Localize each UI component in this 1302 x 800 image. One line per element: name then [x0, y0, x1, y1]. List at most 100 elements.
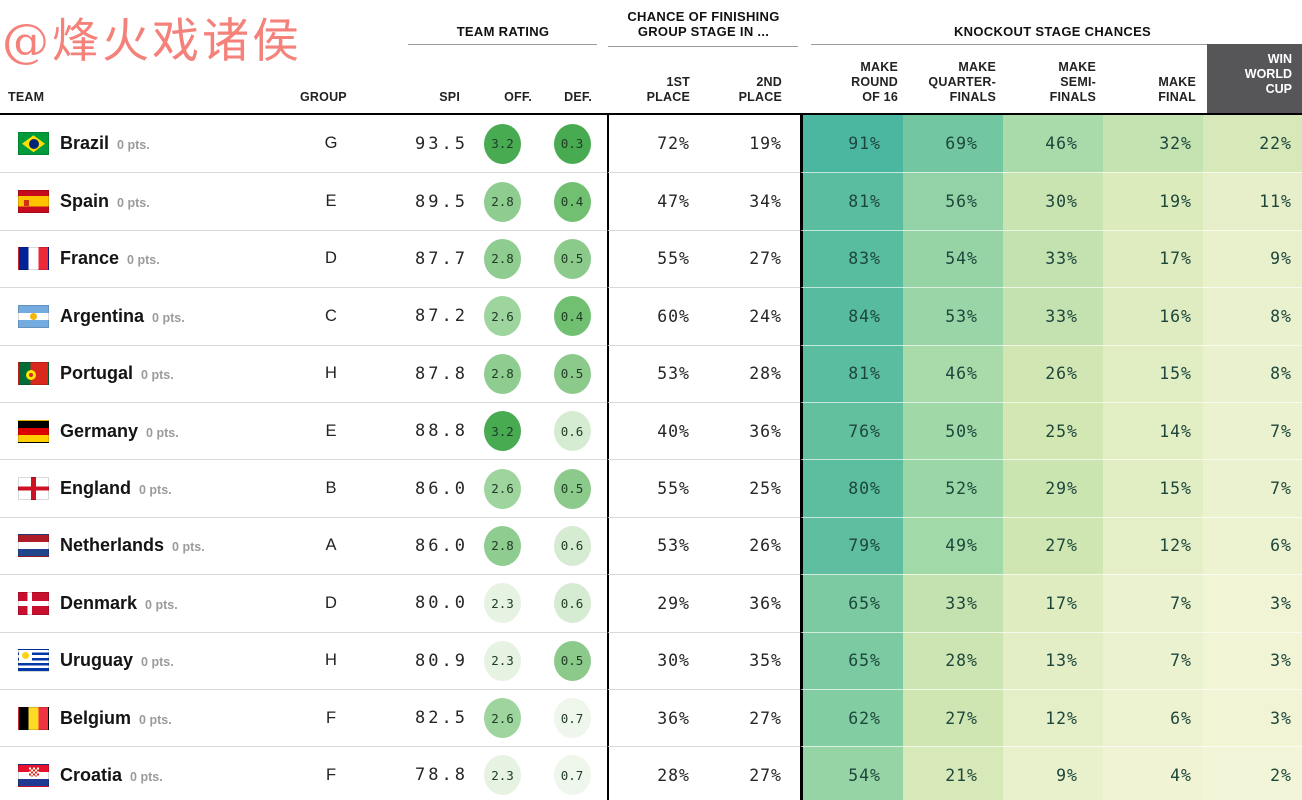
col-header-2nd-place: 2ND PLACE — [690, 75, 782, 105]
second-place-cell: 24% — [700, 287, 800, 344]
first-place-cell: 53% — [607, 516, 700, 575]
row-uruguay: Uruguay 0 pts. H 80.9 2.3 0.5 30% 35% 65% 28% 13% 7… — [0, 631, 1302, 689]
make-final-cell: 19% — [1103, 172, 1203, 230]
off-rating-cell: 2.3 — [468, 746, 537, 800]
def-rating-badge: 0.5 — [553, 353, 591, 394]
team-cell-brazil: Brazil 0 pts. — [0, 115, 300, 172]
off-rating-cell: 2.8 — [468, 344, 537, 402]
row-croatia: Croatia 0 pts. F 78.8 2.3 0.7 28% 27% 54% 21% 9% 4%… — [0, 746, 1302, 800]
team-cell-belgium: Belgium 0 pts. — [0, 688, 300, 746]
group-cell: H — [300, 631, 362, 689]
spi-cell: 80.9 — [362, 631, 468, 689]
win-world-cup-cell: 8% — [1203, 287, 1302, 345]
col-header-line: 2ND — [756, 75, 782, 89]
team-cell-croatia: Croatia 0 pts. — [0, 746, 300, 800]
row-netherlands: Netherlands 0 pts. A 86.0 2.8 0.6 53% 26% 79% 49%… — [0, 516, 1302, 575]
band-underline — [408, 44, 597, 45]
team-cell-portugal: Portugal 0 pts. — [0, 344, 300, 402]
col-header-line: MAKE — [1058, 60, 1096, 74]
team-cell-france: France 0 pts. — [0, 229, 300, 287]
group-cell: G — [324, 134, 338, 153]
spi-cell: 87.2 — [362, 287, 468, 344]
first-place-cell: 47% — [607, 172, 700, 230]
make-round-of-16-cell: 79% — [800, 516, 903, 575]
def-rating-badge: 0.4 — [553, 181, 591, 222]
row-france: France 0 pts. D 87.7 2.8 0.5 55% 27% 83% 54% 33% 17… — [0, 229, 1302, 288]
off-rating-badge: 2.6 — [484, 296, 521, 337]
spi-cell: 87.7 — [362, 229, 468, 287]
col-header-line: PLACE — [646, 90, 690, 104]
second-place-cell: 35% — [700, 631, 800, 689]
group-cell: A — [300, 516, 362, 574]
make-quarterfinals-cell: 53% — [903, 287, 1003, 345]
win-world-cup-cell: 7% — [1203, 459, 1302, 517]
team-points: 0 pts. — [139, 483, 172, 498]
team-name: Spain — [60, 191, 110, 212]
off-rating-cell: 2.8 — [468, 172, 537, 229]
col-header-make-quarterfinals: MAKE QUARTER- FINALS — [896, 60, 996, 105]
team-name: Brazil — [60, 133, 110, 154]
team-cell-england: England 0 pts. — [0, 459, 300, 516]
team-points: 0 pts. — [139, 712, 172, 727]
make-semifinals-cell: 27% — [1003, 516, 1103, 575]
make-semifinals-cell: 9% — [1003, 746, 1103, 800]
make-quarterfinals-cell: 69% — [903, 115, 1003, 173]
spi-cell: 80.0 — [362, 574, 468, 631]
col-header-make-semifinals: MAKE SEMI- FINALS — [996, 60, 1096, 105]
win-world-cup-cell: 11% — [1203, 172, 1302, 230]
make-semifinals-cell: 17% — [1003, 574, 1103, 632]
col-header-def: DEF. — [564, 90, 592, 104]
team-points: 0 pts. — [141, 368, 174, 383]
second-place-cell: 25% — [700, 459, 800, 516]
off-rating-cell: 2.8 — [468, 516, 537, 574]
band-underline — [608, 46, 798, 47]
team-points: 0 pts. — [127, 253, 160, 268]
off-rating-cell: 2.6 — [468, 459, 537, 516]
col-header-line: QUARTER- — [928, 75, 996, 89]
band-header-finishing: CHANCE OF FINISHING GROUP STAGE IN ... — [607, 9, 800, 39]
first-place-cell: 55% — [607, 459, 700, 517]
win-world-cup-cell: 2% — [1203, 746, 1302, 800]
col-header-1st-place: 1ST PLACE — [607, 75, 690, 105]
make-round-of-16-cell: 65% — [800, 631, 903, 689]
spi-cell: 78.8 — [362, 746, 468, 800]
def-rating-cell: 0.7 — [537, 746, 607, 800]
col-header-make-final: MAKE FINAL — [1096, 75, 1196, 105]
band-underline — [811, 44, 1295, 45]
team-cell-germany: Germany 0 pts. — [0, 401, 300, 459]
def-rating-cell: 0.4 — [537, 172, 607, 229]
make-final-cell: 15% — [1103, 344, 1203, 402]
team-points: 0 pts. — [141, 655, 174, 670]
band-header-knockout: KNOCKOUT STAGE CHANCES — [953, 24, 1152, 39]
make-semifinals-cell: 13% — [1003, 631, 1103, 689]
make-round-of-16-cell: 54% — [800, 746, 903, 800]
off-rating-badge: 2.8 — [484, 353, 521, 394]
off-rating-badge: 2.6 — [484, 698, 521, 739]
make-round-of-16-cell: 84% — [800, 287, 903, 345]
team-name: Croatia — [60, 764, 123, 785]
off-rating-cell: 2.6 — [468, 287, 537, 344]
group-cell: E — [300, 172, 362, 229]
table-header: TEAM RATING CHANCE OF FINISHING GROUP ST… — [0, 0, 1302, 115]
def-rating-badge: 0.4 — [553, 296, 591, 337]
team-name: France — [60, 248, 120, 269]
team-points: 0 pts. — [130, 769, 163, 784]
def-rating-badge: 0.6 — [553, 525, 591, 566]
second-place-cell: 19% — [749, 134, 782, 154]
make-quarterfinals-cell: 50% — [903, 401, 1003, 460]
def-rating-badge: 0.6 — [553, 411, 591, 452]
col-header-off: OFF. — [504, 90, 532, 104]
second-place-cell: 28% — [700, 344, 800, 402]
spi-cell: 88.8 — [362, 401, 468, 459]
first-place-cell: 28% — [607, 746, 700, 800]
team-points: 0 pts. — [117, 196, 150, 211]
team-name: Denmark — [60, 592, 138, 613]
col-header-line: SEMI- — [1060, 75, 1096, 89]
table-body: Brazil 0 pts. G 93.5 3.2 0.3 72% 19% 91% 69% 46% 32… — [0, 115, 1302, 800]
first-place-cell: 55% — [607, 229, 700, 288]
make-final-cell: 12% — [1103, 516, 1203, 575]
spi-cell: 82.5 — [362, 688, 468, 746]
off-rating-cell: 3.2 — [468, 401, 537, 459]
off-rating-badge: 2.8 — [484, 525, 521, 566]
def-rating-cell: 0.5 — [537, 344, 607, 402]
